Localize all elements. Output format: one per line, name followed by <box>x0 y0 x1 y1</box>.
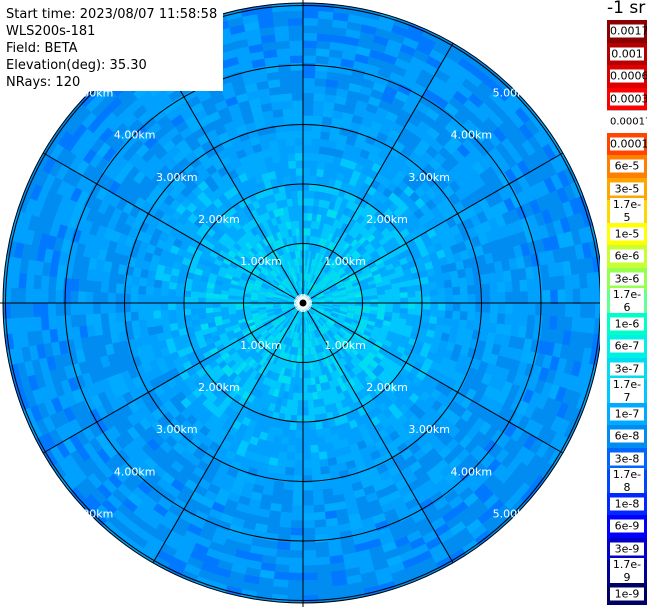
start-time-text: Start time: 2023/08/07 11:58:58 <box>6 6 221 23</box>
range-ring-label: 2.00km <box>366 213 408 226</box>
range-ring-label: 4.00km <box>451 129 493 142</box>
colorbar-label: 1e-6 <box>610 317 644 331</box>
colorbar-label: 1e-7 <box>610 407 644 421</box>
range-ring-label: 3.00km <box>408 423 450 436</box>
azimuth-spoke <box>302 42 454 304</box>
colorbar-label: 0.00017 <box>610 115 647 129</box>
range-ring-label: 4.00km <box>114 465 156 478</box>
colorbar-label: 6e-7 <box>610 339 644 353</box>
colorbar-level: 0.001 <box>607 42 647 65</box>
colorbar-label: 1.7e-7 <box>610 378 644 405</box>
colorbar-level: 1.7e-9 <box>607 558 647 585</box>
colorbar-label: 6e-6 <box>610 249 644 263</box>
colorbar-level: 1.7e-7 <box>607 378 647 405</box>
colorbar-level: 3e-5 <box>607 177 647 200</box>
range-ring-label: 2.00km <box>198 213 240 226</box>
colorbar-label: 1e-8 <box>610 497 644 511</box>
elevation-text: Elevation(deg): 35.30 <box>6 57 150 74</box>
range-ring-label: 5.00km <box>72 507 114 520</box>
radar-origin-marker <box>299 299 307 307</box>
colorbar-label: 0.0001 <box>610 137 647 151</box>
azimuth-spoke <box>42 152 304 304</box>
colorbar-level: 0.0001 <box>607 132 647 155</box>
colorbar-label: 1e-5 <box>610 227 644 241</box>
colorbar-level: 6e-6 <box>607 245 647 268</box>
colorbar-label: 3e-8 <box>610 452 644 466</box>
range-ring-label: 3.00km <box>156 423 198 436</box>
range-ring-label: 3.00km <box>408 171 450 184</box>
colorbar-level: 6e-9 <box>607 515 647 538</box>
colorbar-level: 1e-6 <box>607 312 647 335</box>
colorbar-label: 6e-9 <box>610 519 644 533</box>
colorbar-level: 3e-6 <box>607 267 647 290</box>
range-ring-label: 5.00km <box>493 507 535 520</box>
colorbar-level: 1e-7 <box>607 402 647 425</box>
colorbar-label: 0.0017 <box>610 24 647 38</box>
azimuth-spoke <box>152 302 304 564</box>
range-ring-label: 1.00km <box>324 339 366 352</box>
range-ring-label: 1.00km <box>324 255 366 268</box>
azimuth-spoke <box>302 152 564 304</box>
colorbar-level: 0.0003 <box>607 87 647 110</box>
colorbar-level: 1.7e-6 <box>607 288 647 315</box>
range-ring-label: 1.00km <box>240 255 282 268</box>
colorbar-label: 6e-8 <box>610 429 644 443</box>
colorbar-label: 3e-9 <box>610 542 644 556</box>
colorbar-level: 0.0006 <box>607 65 647 88</box>
scan-info-panel: Start time: 2023/08/07 11:58:58 WLS200s-… <box>6 6 224 91</box>
colorbar-level: 6e-8 <box>607 425 647 448</box>
colorbar-label: 3e-5 <box>610 182 644 196</box>
colorbar-level: 0.0017 <box>607 20 647 43</box>
colorbar-label: 1.7e-8 <box>610 468 644 495</box>
colorbar-label: 3e-7 <box>610 362 644 376</box>
colorbar-level: 3e-8 <box>607 447 647 470</box>
azimuth-spoke <box>42 302 304 454</box>
colorbar-label: 3e-6 <box>610 272 644 286</box>
colorbar-label: 1.7e-9 <box>610 558 644 585</box>
colorbar-level: 0.00017 <box>607 110 647 135</box>
colorbar-level: 1e-5 <box>607 222 647 245</box>
colorbar-level: 1.7e-8 <box>607 468 647 495</box>
range-ring-label: 3.00km <box>156 171 198 184</box>
colorbar-label: 1.7e-5 <box>610 198 644 225</box>
azimuth-spoke <box>302 302 564 454</box>
range-ring-label: 1.00km <box>240 339 282 352</box>
instrument-text: WLS200s-181 <box>6 23 99 40</box>
range-ring-label: 2.00km <box>366 381 408 394</box>
colorbar-label: 1e-9 <box>610 587 644 601</box>
range-ring-label: 5.00km <box>493 87 535 100</box>
colorbar-level: 1e-9 <box>607 582 647 605</box>
colorbar-label: 0.0003 <box>610 92 647 106</box>
colorbar-label: 0.0006 <box>610 69 647 83</box>
colorbar-level: 1e-8 <box>607 492 647 515</box>
range-labels: 1.00km 1.00km 1.00km 1.00km 2.00km 2.00km 2.00… <box>72 87 534 521</box>
field-text: Field: BETA <box>6 40 81 57</box>
colorbar-label: 1.7e-6 <box>610 288 644 315</box>
backscatter-field <box>3 3 600 603</box>
colorbar-level: 3e-7 <box>607 357 647 380</box>
colorbar-units: -1 sr <box>607 0 646 18</box>
range-ring-label: 4.00km <box>114 129 156 142</box>
nrays-text: NRays: 120 <box>6 74 84 91</box>
colorbar-label: 6e-5 <box>610 159 644 173</box>
range-ring-label: 2.00km <box>198 381 240 394</box>
colorbar-level: 1.7e-5 <box>607 198 647 225</box>
ppi-plot[interactable]: 1.00km 1.00km 1.00km 1.00km 2.00km 2.00km 2.00… <box>0 0 600 607</box>
colorbar-level: 3e-9 <box>607 537 647 560</box>
range-ring-label: 4.00km <box>451 465 493 478</box>
azimuth-spoke <box>302 302 454 564</box>
colorbar-level: 6e-7 <box>607 335 647 358</box>
colorbar-label: 0.001 <box>610 47 644 61</box>
colorbar-level: 6e-5 <box>607 155 647 178</box>
